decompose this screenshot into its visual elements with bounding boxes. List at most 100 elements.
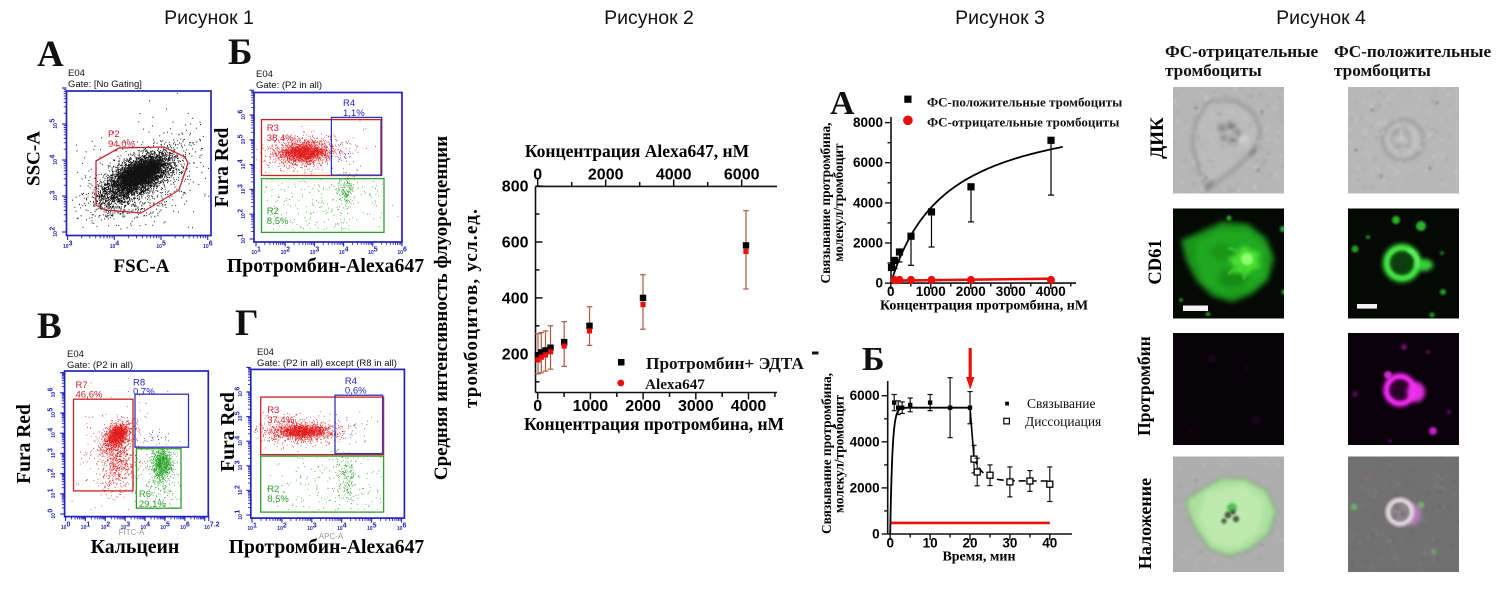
svg-text:2: 2: [234, 485, 241, 489]
svg-text:7.2: 7.2: [210, 522, 220, 529]
svg-text:0: 0: [872, 527, 880, 542]
svg-text:5: 5: [234, 411, 241, 415]
svg-text:R2: R2: [267, 484, 279, 495]
svg-text:CD61: CD61: [1146, 239, 1166, 284]
svg-text:Протромбин-Alexa647: Протромбин-Alexa647: [229, 537, 425, 558]
svg-text:ДИК: ДИК: [1147, 117, 1168, 159]
svg-text:тромбоциты: тромбоциты: [1165, 61, 1262, 80]
svg-text:20: 20: [962, 536, 977, 551]
svg-text:38,4%: 38,4%: [267, 133, 294, 144]
svg-text:SSC-A: SSC-A: [24, 131, 45, 186]
svg-text:Gate: (P2 in all) except (R8 i: Gate: (P2 in all) except (R8 in all): [257, 358, 397, 369]
svg-text:10: 10: [241, 238, 247, 244]
svg-text:P2: P2: [108, 129, 120, 140]
svg-text:5: 5: [166, 522, 170, 529]
svg-text:4: 4: [234, 436, 241, 440]
svg-text:10: 10: [397, 250, 403, 256]
svg-text:10: 10: [160, 525, 166, 531]
svg-text:FITC-A: FITC-A: [119, 528, 145, 537]
svg-text:ФС-отрицательные: ФС-отрицательные: [1165, 42, 1319, 61]
svg-text:Fura Red: Fura Red: [212, 128, 233, 208]
svg-text:46,6%: 46,6%: [76, 390, 103, 401]
svg-text:R8: R8: [133, 378, 145, 389]
svg-text:молекул/тромбоцит: молекул/тромбоцит: [831, 143, 846, 262]
svg-text:1: 1: [253, 523, 257, 530]
svg-text:10: 10: [307, 526, 313, 532]
svg-text:6: 6: [186, 522, 190, 529]
svg-text:тромбоцитов, усл.ед.: тромбоцитов, усл.ед.: [461, 208, 482, 408]
svg-text:R3: R3: [267, 405, 279, 416]
svg-text:10: 10: [238, 514, 244, 520]
svg-text:10: 10: [241, 114, 247, 120]
svg-text:Рисунок 1: Рисунок 1: [164, 7, 254, 29]
svg-text:3: 3: [47, 448, 54, 452]
svg-text:1: 1: [47, 488, 54, 492]
svg-text:40: 40: [1042, 536, 1057, 551]
svg-text:Протромбин-Alexa647: Протромбин-Alexa647: [227, 255, 424, 277]
svg-text:2000: 2000: [956, 284, 986, 299]
svg-text:4: 4: [146, 522, 150, 529]
svg-text:0: 0: [67, 522, 71, 529]
svg-text:10: 10: [281, 250, 287, 256]
svg-text:10: 10: [203, 244, 209, 250]
svg-text:3: 3: [313, 523, 317, 530]
svg-text:4000: 4000: [656, 166, 692, 183]
svg-text:Связывание протромбина,: Связывание протромбина,: [818, 123, 833, 284]
svg-text:10: 10: [310, 250, 316, 256]
svg-text:1000: 1000: [573, 398, 609, 415]
svg-text:0: 0: [47, 509, 54, 513]
svg-text:APC-A: APC-A: [319, 532, 344, 541]
svg-text:2000: 2000: [850, 480, 880, 495]
svg-text:ФС-положительные: ФС-положительные: [1334, 42, 1491, 61]
svg-text:1,1%: 1,1%: [343, 108, 365, 119]
svg-text:10: 10: [397, 526, 403, 532]
svg-text:A: A: [37, 34, 64, 75]
svg-text:Протромбин: Протромбин: [1134, 336, 1154, 436]
svg-text:2: 2: [283, 523, 287, 530]
svg-text:8000: 8000: [853, 115, 883, 130]
svg-text:10: 10: [110, 244, 116, 250]
svg-text:94,0%: 94,0%: [108, 139, 135, 150]
svg-text:Концентрация Alexa647, нМ: Концентрация Alexa647, нМ: [525, 141, 750, 161]
svg-text:10: 10: [53, 195, 59, 201]
svg-text:10: 10: [51, 412, 57, 418]
svg-text:2: 2: [237, 209, 244, 213]
svg-text:10: 10: [241, 213, 247, 219]
svg-text:Gate: (P2 in all): Gate: (P2 in all): [256, 80, 322, 91]
svg-text:10: 10: [238, 489, 244, 495]
svg-text:0: 0: [887, 284, 895, 299]
svg-text:3: 3: [69, 241, 73, 248]
svg-text:А: А: [830, 85, 855, 122]
svg-text:6: 6: [47, 387, 54, 391]
svg-text:R4: R4: [343, 98, 355, 109]
svg-text:5: 5: [47, 408, 54, 412]
svg-text:5: 5: [237, 134, 244, 138]
svg-text:0: 0: [875, 276, 883, 291]
svg-text:10: 10: [368, 250, 374, 256]
svg-text:10: 10: [367, 526, 373, 532]
svg-text:3000: 3000: [996, 284, 1026, 299]
svg-text:Концентрация протромбина, нМ: Концентрация протромбина, нМ: [524, 414, 785, 434]
svg-text:10: 10: [61, 525, 67, 531]
svg-text:10: 10: [247, 526, 253, 532]
svg-text:Связывание протромбина,: Связывание протромбина,: [819, 373, 834, 534]
svg-text:6: 6: [234, 387, 241, 391]
svg-text:E04: E04: [256, 69, 273, 80]
svg-text:10: 10: [241, 163, 247, 169]
svg-text:0: 0: [533, 398, 542, 415]
svg-text:Рисунок 4: Рисунок 4: [1276, 7, 1366, 29]
svg-text:Рисунок 3: Рисунок 3: [955, 7, 1045, 29]
svg-text:4: 4: [343, 523, 347, 530]
svg-text:10: 10: [180, 525, 186, 531]
svg-text:Рисунок 2: Рисунок 2: [604, 7, 694, 29]
svg-text:2: 2: [106, 522, 110, 529]
svg-text:1: 1: [234, 510, 241, 514]
svg-text:4000: 4000: [850, 434, 880, 449]
svg-text:10: 10: [156, 244, 162, 250]
svg-text:10: 10: [204, 525, 210, 531]
svg-text:800: 800: [502, 179, 529, 196]
svg-text:0: 0: [886, 536, 894, 551]
svg-text:4000: 4000: [731, 398, 767, 415]
svg-text:R7: R7: [76, 380, 88, 391]
svg-text:R3: R3: [267, 123, 279, 134]
